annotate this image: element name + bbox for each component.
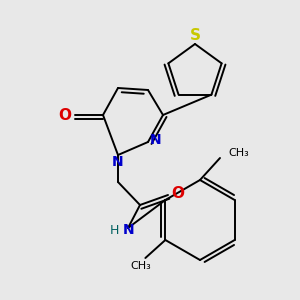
Text: S: S [190, 28, 200, 44]
Text: N: N [112, 155, 124, 169]
Text: CH₃: CH₃ [228, 148, 249, 158]
Text: O: O [58, 107, 71, 122]
Text: O: O [172, 185, 184, 200]
Text: N: N [123, 223, 135, 237]
Text: H: H [109, 224, 119, 236]
Text: CH₃: CH₃ [130, 261, 151, 271]
Text: N: N [150, 133, 162, 147]
